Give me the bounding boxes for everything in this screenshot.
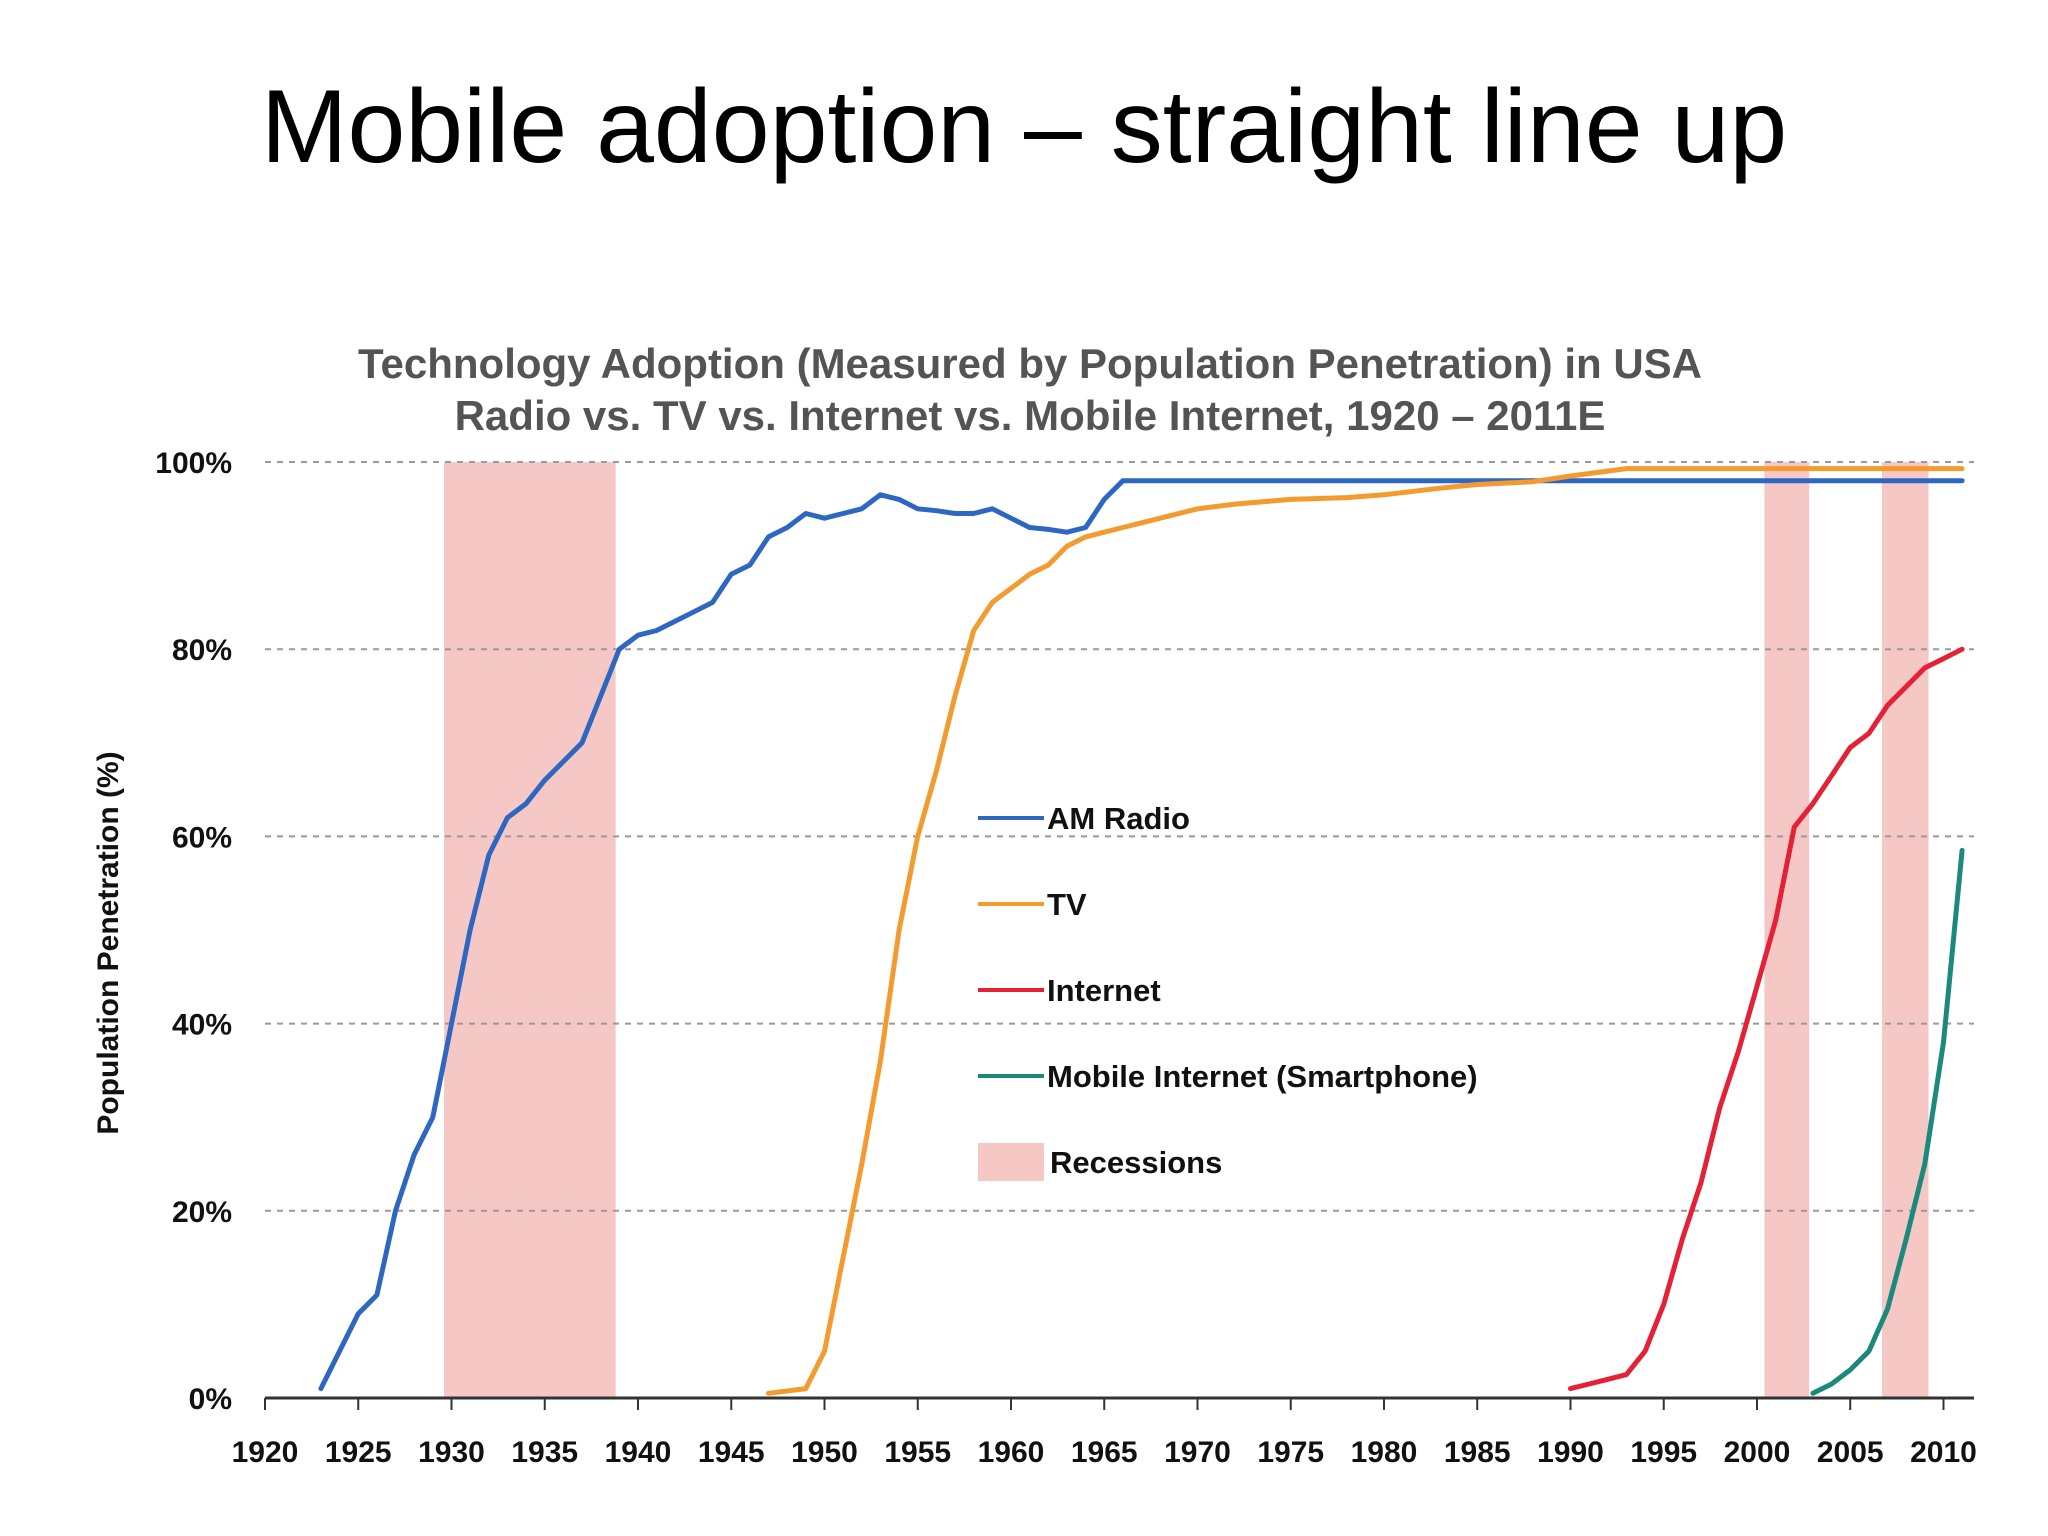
legend-label: TV [1047,887,1087,922]
y-tick-label: 0% [189,1383,232,1416]
x-tick-label: 1930 [418,1436,485,1469]
series-line-2 [766,466,1965,1396]
x-tick-label: 1980 [1351,1436,1418,1469]
y-tick-label: 20% [172,1196,232,1229]
recession-band-3 [1881,462,1929,1398]
x-axis [264,1396,1974,1410]
y-tick-label: 100% [155,447,232,480]
series-lines [318,466,1965,1396]
x-tick-label: 1965 [1071,1436,1138,1469]
legend: AM Radio TV Internet Mobile Internet (Smart… [978,801,1478,1181]
y-axis-ticks: 0% 20% 40% 60% 80% 100% [155,447,232,1416]
legend-label: AM Radio [1047,801,1190,836]
series-line-1 [318,478,1965,1392]
x-tick-label: 1970 [1164,1436,1231,1469]
x-tick-label: 2010 [1910,1436,1977,1469]
y-tick-label: 80% [172,634,232,667]
x-tick-label: 1955 [884,1436,951,1469]
x-axis-ticks: 1920 1925 1930 1935 1940 1945 1950 1955 1960 1965… [232,1436,1977,1469]
chart-title: Technology Adoption (Measured by Populat… [358,340,1702,387]
gridlines [265,461,1974,1212]
y-axis-label: Population Penetration (%) [92,751,125,1134]
recession-bands [444,462,1929,1398]
x-tick-label: 1920 [232,1436,299,1469]
x-tick-label: 1940 [605,1436,672,1469]
x-tick-label: 1960 [978,1436,1045,1469]
x-tick-label: 1935 [511,1436,578,1469]
x-tick-label: 2000 [1724,1436,1791,1469]
y-tick-label: 60% [172,821,232,854]
legend-label: Mobile Internet (Smartphone) [1047,1059,1478,1094]
x-tick-label: 1975 [1257,1436,1324,1469]
legend-label: Recessions [1050,1145,1222,1180]
series-line-4 [1810,847,1965,1396]
series-line-3 [1568,646,1965,1392]
slide-title: Mobile adoption – straight line up [260,69,1788,185]
legend-swatch-recessions [978,1143,1044,1181]
legend-label: Internet [1047,973,1161,1008]
x-tick-label: 2005 [1817,1436,1884,1469]
x-tick-label: 1995 [1630,1436,1697,1469]
y-tick-label: 40% [172,1009,232,1042]
x-tick-label: 1945 [698,1436,765,1469]
x-tick-label: 1985 [1444,1436,1511,1469]
x-tick-label: 1990 [1537,1436,1604,1469]
chart-subtitle: Radio vs. TV vs. Internet vs. Mobile Int… [455,392,1606,439]
x-tick-label: 1950 [791,1436,858,1469]
x-tick-label: 1925 [325,1436,392,1469]
